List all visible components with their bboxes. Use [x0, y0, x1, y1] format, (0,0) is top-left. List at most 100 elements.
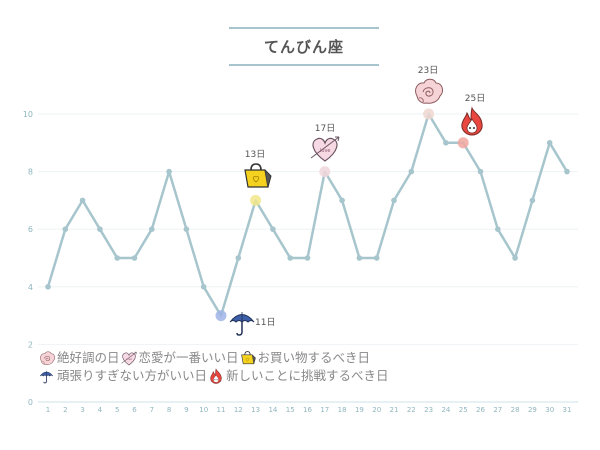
data-point [270, 226, 276, 232]
y-tick-label: 4 [28, 283, 33, 292]
data-point [339, 197, 345, 204]
love-heart-icon: love [120, 350, 138, 366]
y-tick-label: 6 [28, 225, 33, 234]
x-tick-label: 2 [63, 406, 67, 414]
legend-item: 頑張りすぎない方がいい日 [38, 367, 207, 385]
x-tick-label: 23 [424, 406, 433, 414]
y-tick-label: 2 [28, 340, 33, 349]
data-point [391, 197, 397, 204]
x-tick-label: 7 [150, 406, 154, 414]
x-tick-label: 3 [80, 406, 84, 414]
shopping-bag-icon [244, 163, 272, 188]
data-point [373, 255, 380, 261]
highlight-point [250, 194, 262, 206]
x-tick-label: 21 [390, 406, 399, 414]
x-tick-label: 31 [563, 406, 572, 414]
data-point [304, 255, 311, 261]
data-point [166, 168, 172, 175]
data-point [512, 255, 518, 261]
rose-icon [415, 78, 444, 104]
x-tick-label: 24 [441, 406, 450, 414]
fire-icon [461, 106, 483, 136]
data-point [79, 197, 86, 204]
x-tick-label: 22 [407, 406, 416, 414]
data-point [529, 197, 536, 204]
legend-item: 新しいことに挑戦するべき日 [207, 367, 389, 385]
data-point [149, 226, 155, 232]
legend-item: お買い物するべき日 [239, 349, 371, 367]
data-point [546, 140, 553, 146]
x-tick-label: 20 [372, 406, 381, 414]
data-point [477, 168, 484, 175]
x-tick-label: 1 [46, 406, 50, 414]
data-point [200, 284, 207, 290]
x-tick-label: 16 [303, 406, 312, 414]
x-tick-label: 10 [199, 406, 208, 414]
x-tick-label: 6 [132, 406, 137, 414]
legend-item: love 恋愛が一番いい日 [120, 349, 239, 367]
data-point [131, 255, 138, 261]
highlight-point [319, 166, 331, 178]
shopping-bag-icon [239, 350, 257, 366]
data-point [564, 168, 570, 175]
legend-label: 恋愛が一番いい日 [138, 350, 239, 365]
legend-label: 新しいことに挑戦するべき日 [226, 368, 389, 383]
legend: 絶好調の日 love 恋愛が一番いい日 お買い物するべき日 頑張りすぎない方がい… [38, 349, 389, 385]
chart-title: てんびん座 [263, 38, 344, 56]
legend-item: 絶好調の日 [38, 349, 120, 367]
data-point [114, 255, 120, 261]
x-tick-label: 13 [251, 406, 260, 414]
x-tick-label: 15 [286, 406, 295, 414]
umbrella-icon [38, 368, 56, 384]
x-tick-label: 30 [545, 406, 554, 414]
x-tick-label: 8 [167, 406, 171, 414]
chart-title-box: てんびん座 [229, 27, 379, 66]
y-tick-label: 8 [28, 168, 33, 177]
data-point [183, 226, 190, 232]
annotation-label: 25日 [465, 93, 485, 104]
svg-text:love: love [126, 357, 132, 361]
x-tick-label: 5 [115, 406, 119, 414]
y-tick-label: 0 [28, 398, 33, 407]
data-point [356, 255, 363, 261]
x-tick-label: 27 [493, 406, 502, 414]
annotation-label: 23日 [418, 65, 438, 76]
legend-label: 絶好調の日 [57, 350, 120, 365]
data-point [45, 284, 51, 290]
x-tick-label: 19 [355, 406, 364, 414]
highlight-point [215, 310, 227, 322]
legend-row: 絶好調の日 love 恋愛が一番いい日 お買い物するべき日 [38, 349, 389, 367]
data-point [495, 226, 501, 232]
data-point [443, 140, 449, 146]
data-point [62, 226, 69, 232]
svg-text:love: love [320, 148, 330, 154]
data-point [408, 168, 415, 175]
love-heart-icon: love [310, 136, 340, 162]
highlight-point [423, 108, 435, 120]
annotation-label: 11日 [255, 317, 275, 328]
annotation-label: 17日 [315, 123, 335, 134]
fire-icon [207, 368, 225, 384]
x-tick-label: 4 [98, 406, 103, 414]
x-tick-label: 9 [184, 406, 188, 414]
legend-row: 頑張りすぎない方がいい日 新しいことに挑戦するべき日 [38, 367, 389, 385]
data-point [287, 255, 294, 261]
umbrella-icon [229, 312, 255, 336]
x-tick-label: 26 [476, 406, 485, 414]
data-point [235, 255, 242, 261]
x-tick-label: 14 [268, 406, 277, 414]
data-point [97, 226, 103, 232]
x-tick-label: 18 [338, 406, 347, 414]
legend-label: 頑張りすぎない方がいい日 [57, 368, 208, 383]
x-tick-label: 12 [234, 406, 243, 414]
x-tick-label: 29 [528, 406, 537, 414]
highlight-point [457, 137, 469, 149]
x-tick-label: 28 [511, 406, 520, 414]
y-tick-label: 10 [23, 110, 33, 119]
rose-icon [38, 350, 56, 366]
x-tick-label: 17 [320, 406, 329, 414]
x-tick-label: 11 [217, 406, 226, 414]
series-line [46, 112, 569, 317]
legend-label: お買い物するべき日 [257, 350, 371, 365]
